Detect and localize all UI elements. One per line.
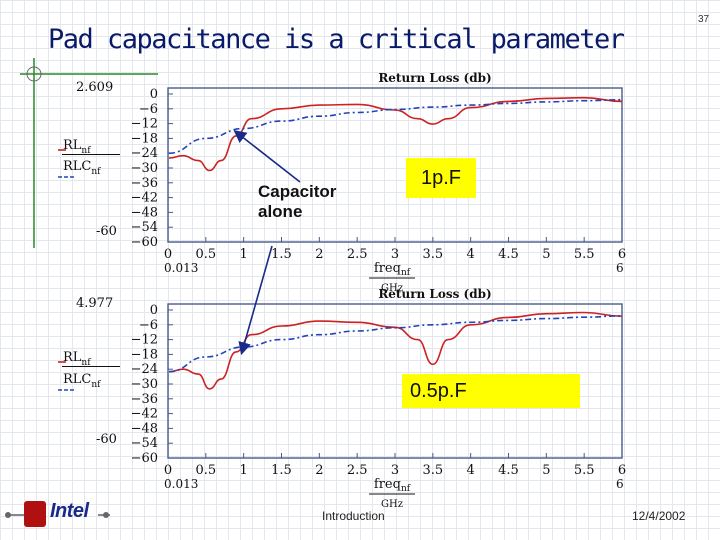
y-tick-label: −36 bbox=[131, 176, 158, 191]
chart-2-rlc-label: RLCnf bbox=[63, 372, 101, 391]
slide-title: Pad capacitance is a critical parameter bbox=[48, 24, 625, 55]
x-tick-label: 3 bbox=[391, 463, 399, 478]
x-tick-label: 0 bbox=[164, 247, 172, 262]
x-tick-label: 6 bbox=[618, 247, 626, 262]
chart-title: Return Loss (db) bbox=[378, 287, 491, 301]
x-tick-label: 5.5 bbox=[574, 463, 595, 478]
chart-2-rl-label: RLnf bbox=[63, 350, 91, 369]
x-tick-label: 1.5 bbox=[271, 247, 292, 262]
x-range-min: 0.013 bbox=[164, 477, 198, 491]
capacitor-alone-callout: Capacitor alone bbox=[258, 182, 337, 221]
chart-title: Return Loss (db) bbox=[378, 71, 491, 85]
y-tick-label: −54 bbox=[131, 220, 158, 235]
callout-arrow-down bbox=[238, 245, 273, 356]
y-tick-label: 0 bbox=[150, 303, 158, 318]
callout-arrow-up bbox=[233, 130, 301, 183]
y-tick-label: −60 bbox=[131, 235, 158, 250]
y-tick-label: −6 bbox=[139, 102, 158, 117]
y-tick-label: −30 bbox=[131, 161, 158, 176]
chart-1-rl-label: RLnf bbox=[63, 138, 91, 157]
y-tick-label: −48 bbox=[131, 205, 158, 220]
y-tick-label: −6 bbox=[139, 318, 158, 333]
y-tick-label: −42 bbox=[131, 407, 158, 422]
x-tick-label: 0 bbox=[164, 463, 172, 478]
x-tick-label: 2 bbox=[315, 463, 323, 478]
y-tick-label: 0 bbox=[150, 87, 158, 102]
x-tick-label: 4 bbox=[467, 463, 475, 478]
page-number: 37 bbox=[698, 14, 710, 25]
y-tick-label: −60 bbox=[131, 451, 158, 466]
y-tick-label: −12 bbox=[131, 117, 158, 132]
chart-2-top-value: 4.977 bbox=[76, 296, 114, 311]
x-tick-label: 5 bbox=[542, 247, 550, 262]
x-tick-label: 4 bbox=[467, 247, 475, 262]
intel-logo: Intel bbox=[50, 500, 89, 522]
y-tick-label: −42 bbox=[131, 191, 158, 206]
chart-1-fraction-bar bbox=[62, 154, 120, 155]
x-tick-label: 5 bbox=[542, 463, 550, 478]
x-range-min: 0.013 bbox=[164, 261, 198, 275]
series-rl-line bbox=[168, 96, 623, 172]
x-axis-unit: GHz bbox=[381, 283, 403, 294]
x-tick-label: 4.5 bbox=[498, 247, 519, 262]
y-tick-label: −24 bbox=[131, 362, 158, 377]
x-tick-label: 0.5 bbox=[195, 463, 216, 478]
label-1pf: 1p.F bbox=[406, 158, 476, 198]
chart-2-bottom-value: -60 bbox=[96, 432, 117, 447]
x-tick-label: 1.5 bbox=[271, 463, 292, 478]
x-tick-label: 2.5 bbox=[347, 247, 368, 262]
x-range-max: 6 bbox=[616, 261, 624, 275]
footer-date: 12/4/2002 bbox=[632, 509, 686, 523]
x-axis-unit: GHz bbox=[381, 499, 403, 510]
chart-2-fraction-bar bbox=[62, 366, 120, 367]
x-tick-label: 4.5 bbox=[498, 463, 519, 478]
y-tick-label: −54 bbox=[131, 436, 158, 451]
chart-1-top-value: 2.609 bbox=[76, 80, 114, 95]
series-rl-line bbox=[168, 311, 623, 390]
footer-section: Introduction bbox=[322, 509, 385, 523]
label-05pf: 0.5p.F bbox=[402, 374, 580, 408]
x-tick-label: 1 bbox=[240, 247, 248, 262]
y-tick-label: −18 bbox=[131, 131, 158, 146]
y-tick-label: −30 bbox=[131, 377, 158, 392]
x-tick-label: 3.5 bbox=[422, 247, 443, 262]
chart-1-rlc-label: RLCnf bbox=[63, 159, 101, 178]
x-tick-label: 2.5 bbox=[347, 463, 368, 478]
y-tick-label: −24 bbox=[131, 146, 158, 161]
x-tick-label: 3.5 bbox=[422, 463, 443, 478]
chart-1-bottom-value: -60 bbox=[96, 224, 117, 239]
series-rlc-line bbox=[168, 98, 623, 154]
y-tick-label: −12 bbox=[131, 333, 158, 348]
x-tick-label: 6 bbox=[618, 463, 626, 478]
y-tick-label: −18 bbox=[131, 347, 158, 362]
x-tick-label: 1 bbox=[240, 463, 248, 478]
y-tick-label: −48 bbox=[131, 421, 158, 436]
university-seal-icon bbox=[24, 501, 46, 527]
x-tick-label: 2 bbox=[315, 247, 323, 262]
x-tick-label: 3 bbox=[391, 247, 399, 262]
y-tick-label: −36 bbox=[131, 392, 158, 407]
x-tick-label: 0.5 bbox=[195, 247, 216, 262]
x-tick-label: 5.5 bbox=[574, 247, 595, 262]
x-range-max: 6 bbox=[616, 477, 624, 491]
